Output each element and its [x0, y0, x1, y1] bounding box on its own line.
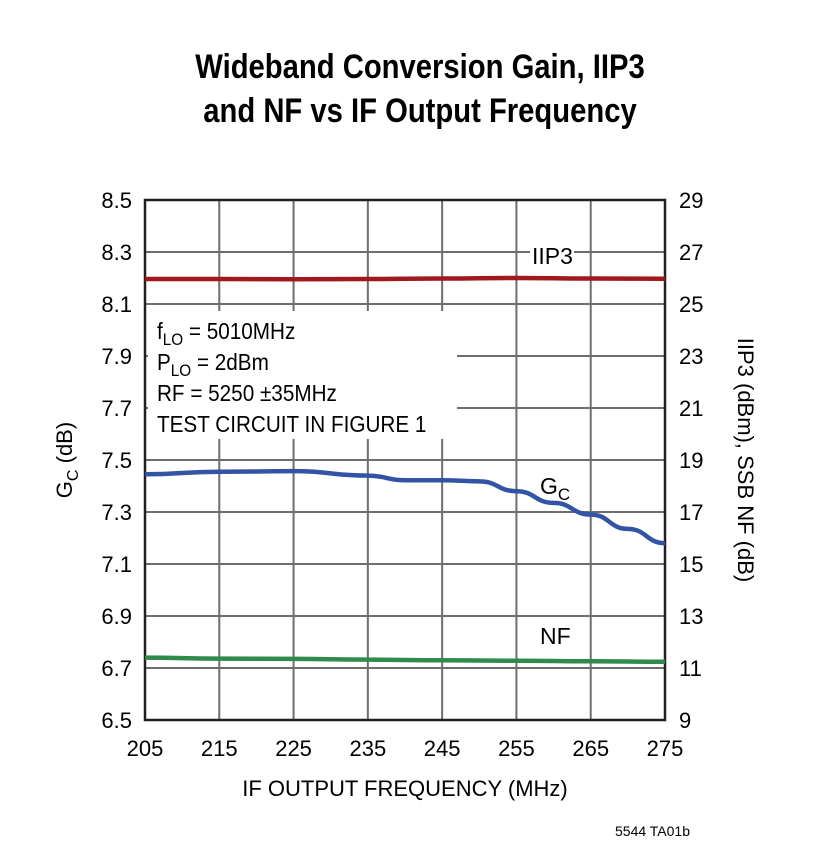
y-right-tick-label: 11	[679, 656, 702, 681]
y-right-tick-label: 25	[679, 292, 703, 317]
series-line-nf	[144, 655, 666, 665]
x-tick-label: 265	[572, 736, 609, 761]
x-tick-label: 255	[498, 736, 535, 761]
series-label-iip3: IIP3	[532, 243, 573, 269]
chart-title-line: Wideband Conversion Gain, IIP3	[195, 47, 644, 86]
series-line-gc	[144, 468, 666, 546]
y-right-tick-label: 17	[679, 500, 703, 525]
plot-frame	[143, 198, 667, 722]
x-tick-label: 235	[349, 736, 386, 761]
annotation-line: PLO = 2dBm	[157, 349, 269, 380]
y-right-tick-label: 19	[679, 448, 703, 473]
annotation-line: TEST CIRCUIT IN FIGURE 1	[157, 411, 426, 437]
annotation-line: fLO = 5010MHz	[157, 318, 295, 349]
y-left-tick-label: 8.5	[101, 188, 132, 213]
x-tick-label: 215	[201, 736, 238, 761]
series-line-iip3	[145, 275, 666, 282]
y-left-tick-label: 6.7	[101, 656, 132, 681]
y-left-tick-label: 7.3	[101, 500, 132, 525]
y-right-tick-label: 29	[679, 188, 703, 213]
y-right-tick-label: 15	[679, 552, 703, 577]
y-left-tick-label: 7.7	[101, 396, 132, 421]
y-right-tick-label: 9	[679, 708, 691, 733]
y-left-tick-label: 7.1	[101, 552, 132, 577]
y-left-tick-label: 8.1	[101, 292, 132, 317]
y-left-axis-label: GC (dB)	[52, 422, 82, 498]
chart-title-line: and NF vs IF Output Frequency	[203, 91, 637, 130]
figure-id: 5544 TA01b	[615, 823, 690, 839]
y-right-tick-label: 23	[679, 344, 703, 369]
y-left-tick-label: 7.5	[101, 448, 132, 473]
x-tick-label: 245	[424, 736, 461, 761]
x-tick-label: 205	[127, 736, 164, 761]
y-right-tick-label: 27	[679, 240, 703, 265]
y-left-tick-label: 7.9	[101, 344, 132, 369]
x-axis-label: IF OUTPUT FREQUENCY (MHz)	[242, 776, 568, 801]
series-label-gc: GC	[540, 473, 570, 504]
y-left-tick-label: 6.9	[101, 604, 132, 629]
y-left-tick-label: 6.5	[101, 708, 132, 733]
y-left-tick-label: 8.3	[101, 240, 132, 265]
x-tick-label: 225	[275, 736, 312, 761]
y-right-axis-label: IIP3 (dBm), SSB NF (dB)	[733, 338, 758, 583]
annotation-line: RF = 5250 ±35MHz	[157, 380, 337, 406]
y-right-tick-label: 13	[679, 604, 703, 629]
iip3-label-background	[530, 244, 574, 264]
annotation-background	[148, 311, 457, 439]
series-label-nf: NF	[540, 623, 571, 649]
y-right-tick-label: 21	[679, 396, 703, 421]
x-tick-label: 275	[647, 736, 684, 761]
